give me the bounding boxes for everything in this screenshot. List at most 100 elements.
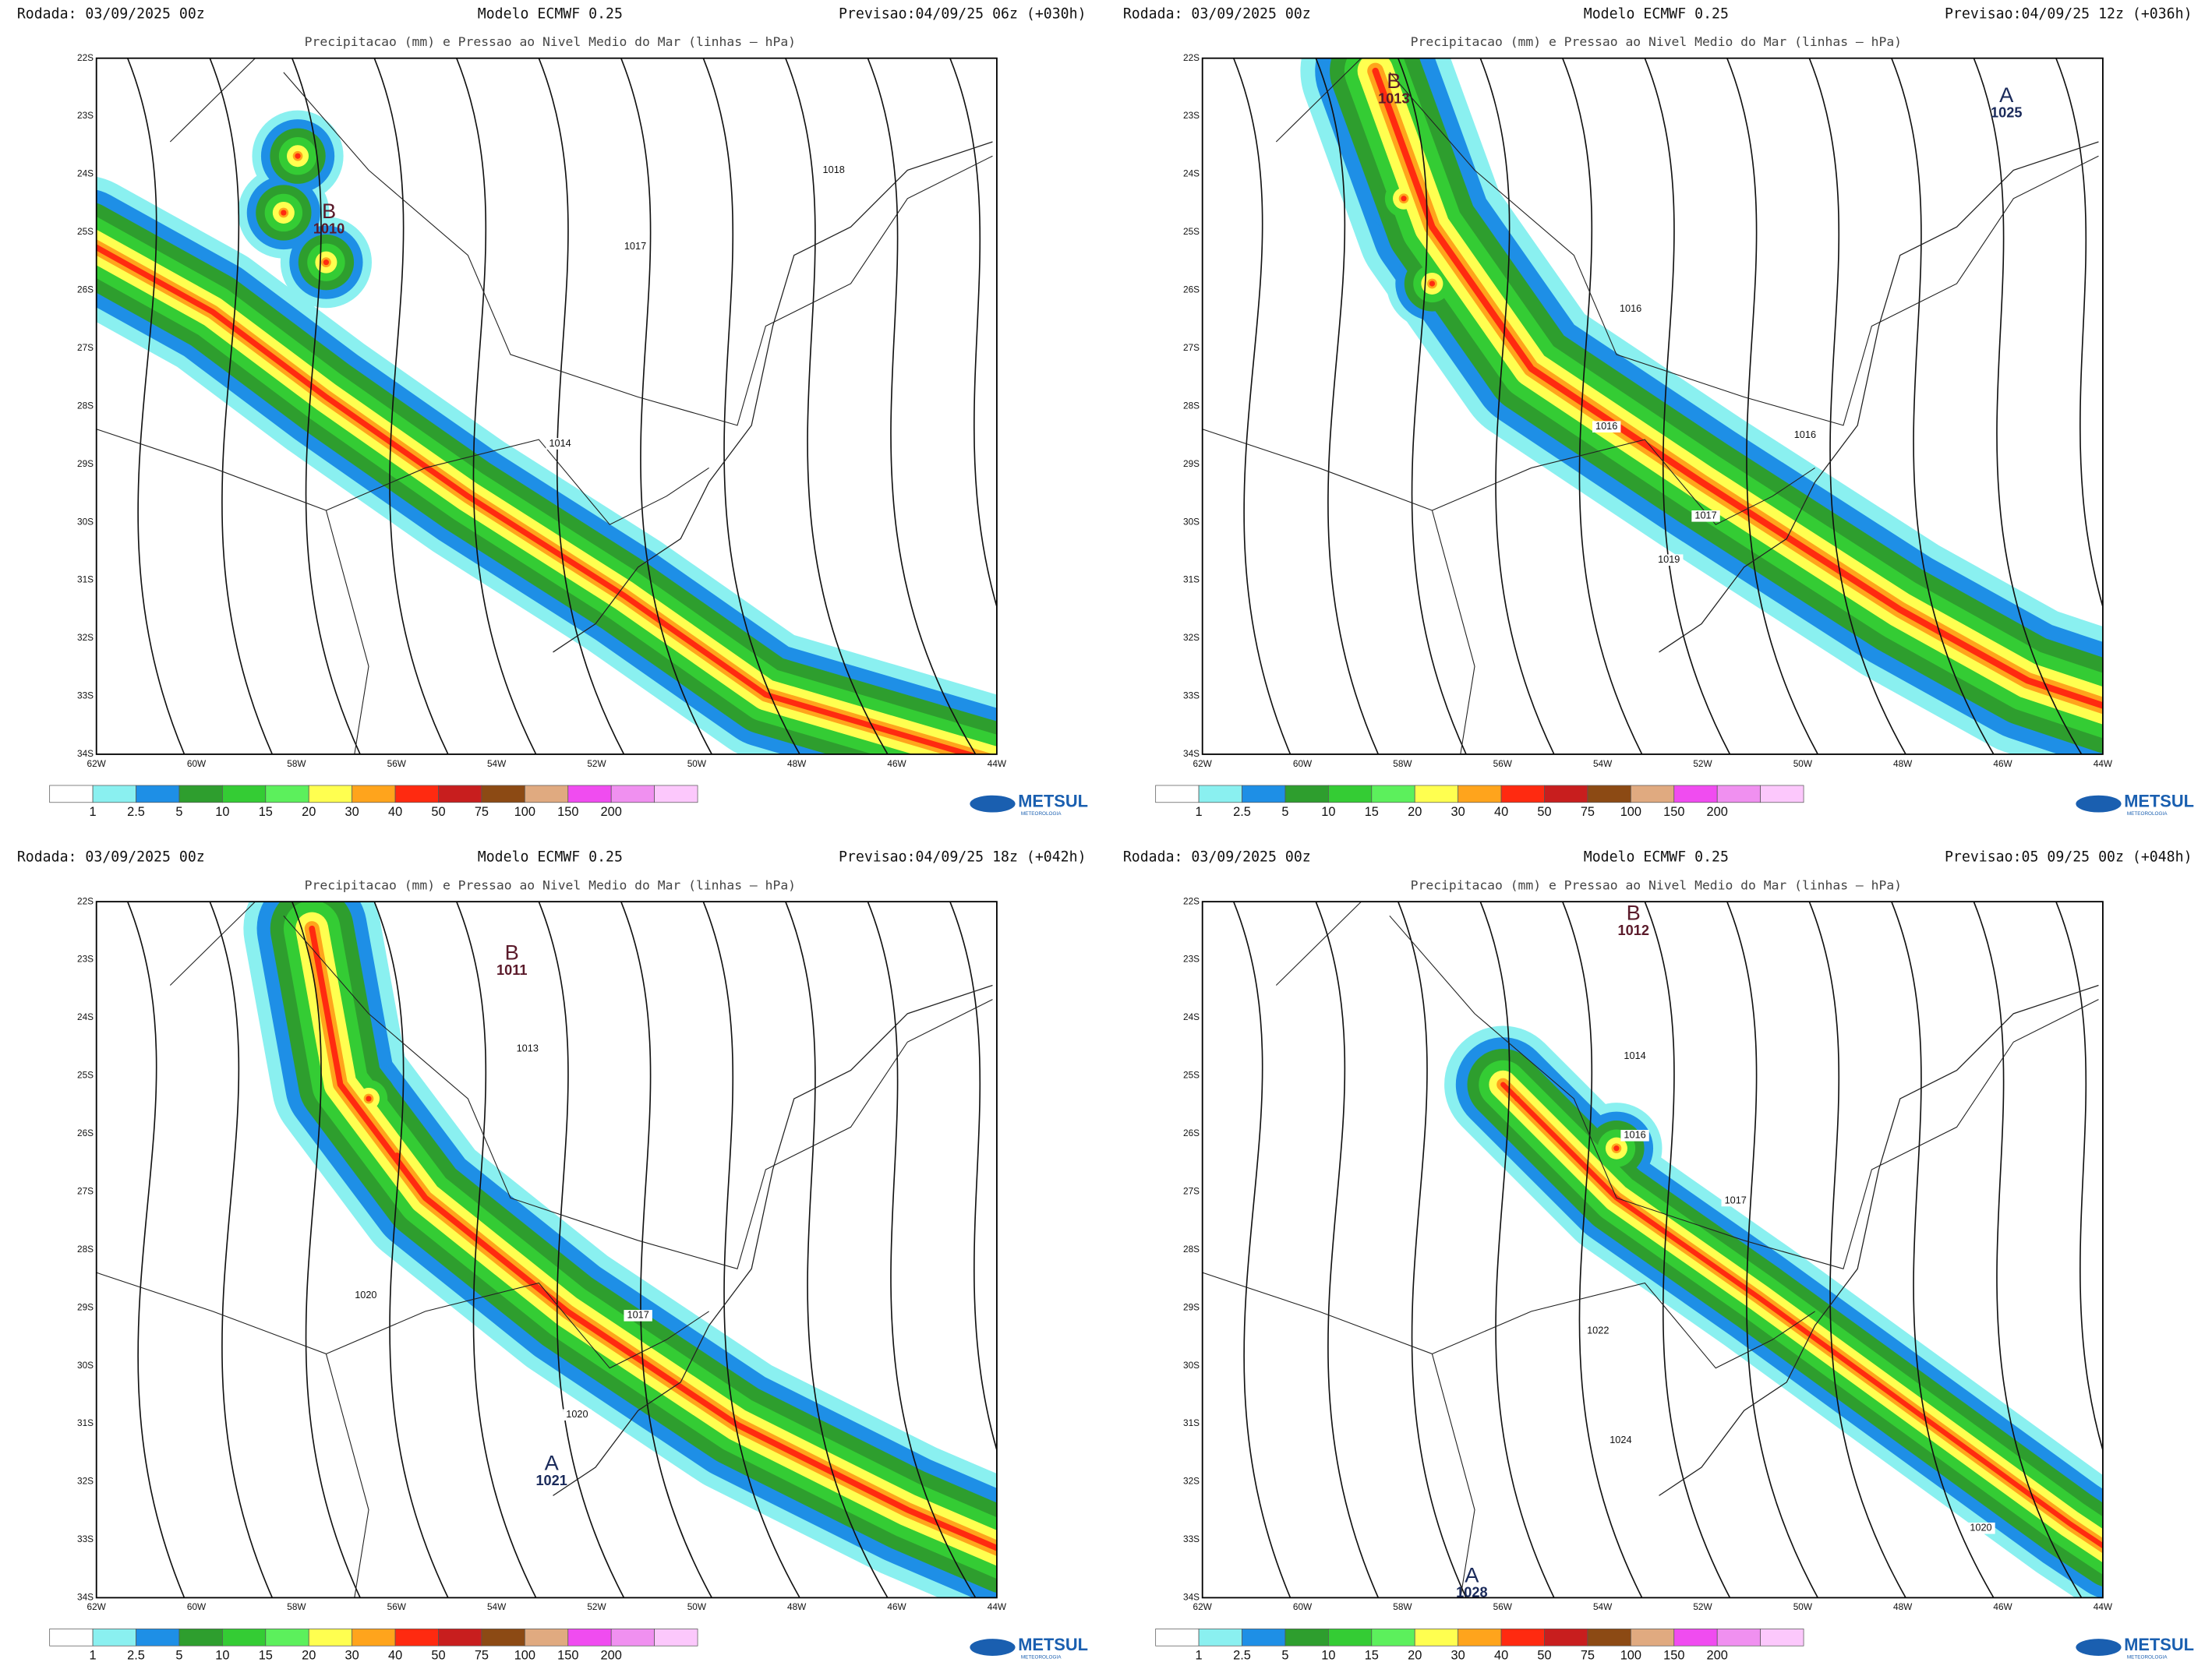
isobar-label-bg bbox=[563, 1409, 592, 1421]
legend-label: 40 bbox=[1494, 805, 1508, 819]
legend-swatch bbox=[1242, 1629, 1286, 1646]
legend-swatch bbox=[308, 785, 353, 803]
center-letter: A bbox=[545, 1451, 560, 1475]
isobar bbox=[1032, 58, 1151, 754]
isobar bbox=[1808, 902, 1906, 1598]
lon-label: 54W bbox=[1593, 758, 1613, 769]
isobar-label-bg bbox=[1966, 1522, 1995, 1534]
legend-swatch bbox=[1414, 1629, 1459, 1646]
lat-label: 24S bbox=[1183, 1011, 1200, 1022]
lat-label: 30S bbox=[77, 1360, 94, 1371]
legend-label: 40 bbox=[388, 805, 402, 819]
lat-label: 30S bbox=[77, 516, 94, 527]
isobar-label: 1020 bbox=[566, 1408, 588, 1420]
forecast-label: Previsao:05 09/25 00z (+048h) bbox=[1945, 849, 2193, 866]
lat-label: 28S bbox=[1183, 400, 1200, 411]
center-letter: B bbox=[1387, 69, 1401, 93]
center-letter: B bbox=[505, 941, 519, 965]
isobar-label: 1017 bbox=[1725, 1194, 1747, 1205]
lon-label: 60W bbox=[187, 758, 207, 769]
isobar bbox=[1315, 58, 1380, 754]
lat-label: 28S bbox=[1183, 1244, 1200, 1255]
lat-label: 33S bbox=[1183, 1534, 1200, 1544]
isobar bbox=[1232, 58, 1292, 754]
lat-label: 34S bbox=[77, 748, 94, 759]
lat-label: 24S bbox=[1183, 168, 1200, 179]
precip-cell bbox=[366, 1096, 372, 1102]
isobar bbox=[1232, 902, 1292, 1598]
lat-label: 34S bbox=[1183, 748, 1200, 759]
model-label: Modelo ECMWF 0.25 bbox=[478, 849, 623, 866]
legend-label: 200 bbox=[601, 1648, 622, 1662]
border bbox=[96, 58, 369, 754]
lat-label: 31S bbox=[77, 1417, 94, 1428]
isobar bbox=[1644, 902, 1731, 1598]
lat-label: 34S bbox=[77, 1592, 94, 1603]
isobar bbox=[1069, 902, 1115, 1597]
lat-label: 22S bbox=[1183, 895, 1200, 906]
legend-label: 50 bbox=[1537, 805, 1551, 819]
legend-swatch bbox=[178, 1629, 223, 1646]
logo-globe bbox=[970, 1639, 1016, 1656]
legend-label: 10 bbox=[215, 1648, 229, 1662]
logo-globe bbox=[970, 795, 1016, 813]
lat-label: 26S bbox=[77, 284, 94, 295]
isobar-label-bg bbox=[1584, 1325, 1613, 1337]
legend-swatch bbox=[1673, 1629, 1718, 1646]
legend-label: 150 bbox=[557, 1648, 578, 1662]
lat-label: 31S bbox=[1183, 1417, 1200, 1428]
logo-globe bbox=[2076, 1639, 2122, 1656]
isobar bbox=[1069, 58, 1115, 754]
isobar bbox=[2055, 902, 2103, 1452]
precip-cell bbox=[295, 153, 301, 159]
lon-label: 58W bbox=[287, 758, 306, 769]
legend-label: 1 bbox=[90, 1648, 97, 1662]
legend-label: 30 bbox=[345, 1648, 359, 1662]
logo-name: METSUL bbox=[2124, 792, 2194, 811]
isobar-label: 1014 bbox=[549, 437, 571, 449]
legend-swatch bbox=[1414, 785, 1459, 803]
isobar-label-bg bbox=[1620, 1130, 1649, 1142]
legend-label: 20 bbox=[1408, 805, 1422, 819]
lat-label: 22S bbox=[1183, 52, 1200, 63]
lon-label: 44W bbox=[2094, 1601, 2113, 1612]
isobar-label: 1013 bbox=[517, 1043, 539, 1054]
legend-label: 30 bbox=[1451, 1648, 1465, 1662]
lat-label: 25S bbox=[1183, 226, 1200, 237]
border bbox=[326, 1282, 709, 1369]
lon-label: 56W bbox=[1493, 1601, 1513, 1612]
lat-label: 27S bbox=[77, 1185, 94, 1196]
legend-swatch bbox=[1198, 785, 1242, 803]
legend-swatch bbox=[481, 785, 525, 803]
legend-label: 2.5 bbox=[1233, 1648, 1251, 1662]
isobar-label-bg bbox=[1790, 429, 1820, 441]
lon-label: 52W bbox=[1693, 1601, 1712, 1612]
legend-swatch bbox=[1630, 1629, 1675, 1646]
border bbox=[326, 439, 709, 525]
lat-label: 31S bbox=[77, 574, 94, 585]
legend-label: 200 bbox=[1707, 805, 1728, 819]
precip-band bbox=[309, 925, 997, 1551]
logo-name: METSUL bbox=[1018, 792, 1088, 811]
precip-band bbox=[1500, 1082, 2103, 1549]
lat-label: 32S bbox=[1183, 1476, 1200, 1487]
border bbox=[283, 915, 993, 1269]
isobar-label: 1016 bbox=[1794, 429, 1816, 440]
legend-label: 150 bbox=[557, 805, 578, 819]
legend-swatch bbox=[1284, 1629, 1329, 1646]
legend-label: 10 bbox=[1321, 805, 1335, 819]
lat-label: 27S bbox=[1183, 1185, 1200, 1196]
border bbox=[1432, 439, 1815, 525]
lat-label: 29S bbox=[77, 458, 94, 469]
center-value: 1013 bbox=[1378, 90, 1409, 106]
legend-swatch bbox=[481, 1629, 525, 1646]
lat-label: 33S bbox=[77, 690, 94, 701]
isobar-label-bg bbox=[1721, 1195, 1750, 1207]
legend-swatch bbox=[308, 1629, 353, 1646]
lat-label: 32S bbox=[77, 1476, 94, 1487]
legend-swatch bbox=[567, 785, 612, 803]
precip-band bbox=[1372, 67, 2103, 709]
forecast-label: Previsao:04/09/25 06z (+030h) bbox=[839, 5, 1087, 22]
